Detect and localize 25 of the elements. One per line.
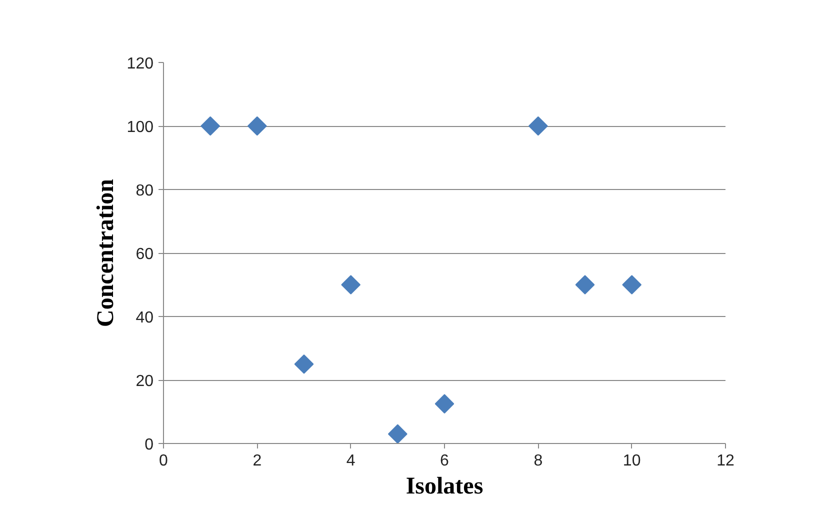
point [247, 116, 267, 136]
y-tick-label: 40 [136, 310, 154, 326]
x-tick-label: 12 [716, 452, 734, 470]
x-tick-label: 4 [346, 452, 356, 470]
point [200, 116, 220, 136]
y-tick-label: 100 [126, 119, 154, 136]
point [434, 394, 454, 414]
x-axis-title: Isolates [406, 474, 484, 500]
y-axis-title: Concentration [92, 179, 119, 327]
y-tick-label: 60 [136, 246, 154, 263]
x-tick-label: 8 [534, 452, 543, 470]
y-tick-label: 20 [136, 373, 154, 390]
point [528, 116, 548, 136]
point [575, 275, 595, 294]
y-tick-label: 0 [144, 436, 154, 454]
point [294, 354, 314, 374]
y-tick-label: 120 [126, 56, 154, 72]
x-tick-label: 10 [622, 452, 641, 470]
point [341, 275, 361, 294]
x-tick-label: 2 [252, 452, 262, 470]
point [388, 424, 408, 444]
y-tick-label: 80 [136, 182, 154, 200]
x-tick-label: 0 [159, 452, 168, 470]
x-tick-label: 6 [440, 452, 450, 470]
point [622, 275, 642, 294]
